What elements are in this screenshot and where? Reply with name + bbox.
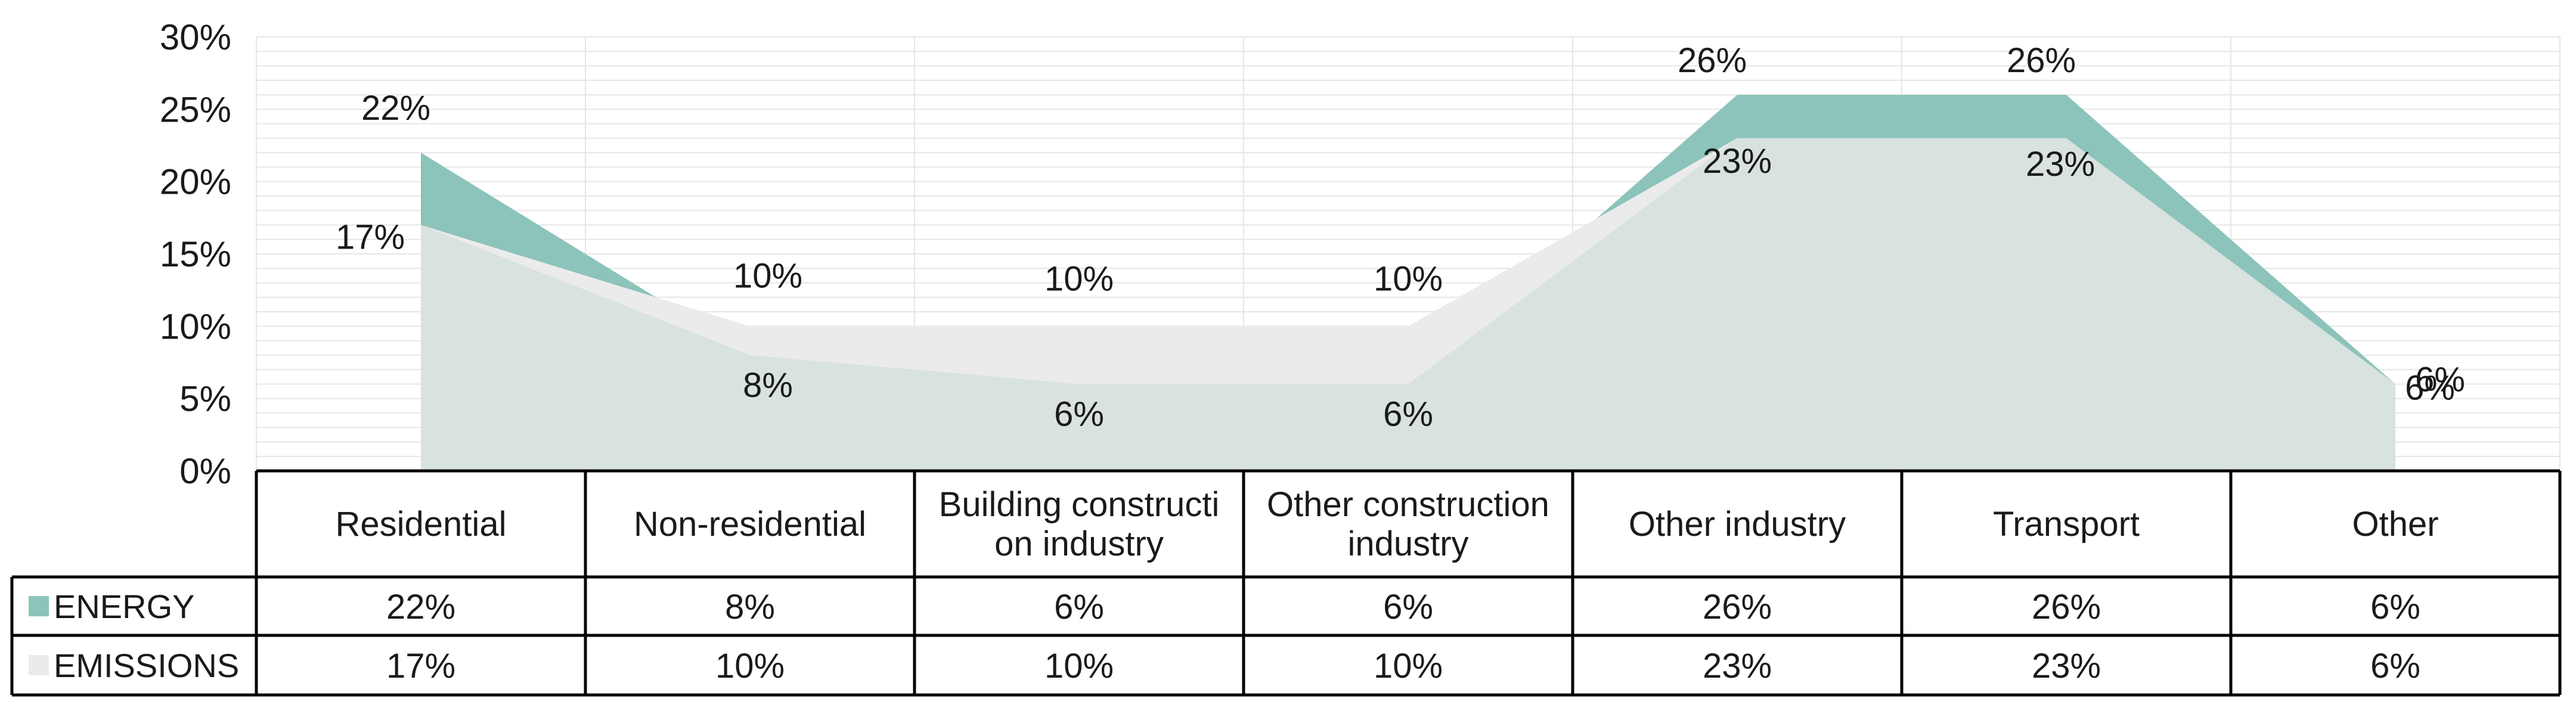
table-cell-value: 6%	[1383, 588, 1433, 626]
data-labels: 22%8%6% 6%26% 26%6%17%10% 10% 10%23% 23%6%	[336, 41, 2465, 433]
category-label: Building constructi	[939, 485, 1220, 524]
category-label: on industry	[994, 525, 1164, 563]
table-cell-value: 23%	[1703, 647, 1772, 685]
emissions-data-label: 10%	[733, 256, 802, 295]
overlap-area	[421, 138, 2395, 471]
table-cell-value: 6%	[2370, 588, 2420, 626]
plot-areas	[421, 95, 2395, 471]
category-label: Non-residential	[634, 505, 866, 544]
emissions-data-label: 23%	[2026, 145, 2095, 184]
y-tick-label: 15%	[160, 234, 231, 274]
table-cell-value: 10%	[1044, 647, 1114, 685]
y-tick-label: 30%	[160, 17, 231, 57]
category-label: Other	[2352, 505, 2438, 544]
table-cell-value: 8%	[725, 588, 775, 626]
legend-label: ENERGY	[54, 588, 195, 625]
energy-data-label: 22%	[361, 89, 430, 128]
y-tick-label: 20%	[160, 162, 231, 202]
category-label: Other construction	[1267, 485, 1549, 524]
table-cell-value: 10%	[1374, 647, 1443, 685]
table-cell-value: 22%	[386, 588, 455, 626]
table-cell-value: 23%	[2032, 647, 2101, 685]
category-label: Residential	[336, 505, 507, 544]
category-label: Other industry	[1629, 505, 1846, 544]
energy-data-label: 6%	[1383, 395, 1433, 433]
table-cell-value: 26%	[2032, 588, 2101, 626]
table-cell-value: 10%	[715, 647, 785, 685]
emissions-data-label: 17%	[336, 218, 405, 256]
y-tick-label: 25%	[160, 89, 231, 129]
category-label: Transport	[1993, 505, 2140, 544]
legend-label: EMISSIONS	[54, 647, 239, 684]
table-cell-value: 6%	[1054, 588, 1104, 626]
y-tick-label: 10%	[160, 306, 231, 346]
energy-data-label: 6%	[2405, 368, 2455, 407]
table-cell-value: 17%	[386, 647, 455, 685]
legend-swatch	[29, 596, 49, 616]
y-tick-label: 0%	[179, 451, 231, 491]
emissions-data-label: 23%	[1703, 142, 1772, 181]
emissions-data-label: 10%	[1374, 259, 1443, 298]
energy-data-label: 26%	[2007, 41, 2076, 80]
energy-data-label: 26%	[1678, 41, 1747, 80]
category-label: industry	[1347, 525, 1468, 563]
table-cell-value: 26%	[1703, 588, 1772, 626]
y-tick-label: 5%	[179, 379, 231, 419]
energy-data-label: 8%	[743, 366, 793, 405]
emissions-data-label: 6%	[2415, 360, 2465, 399]
table-cell-value: 6%	[2370, 647, 2420, 685]
legend-swatch	[29, 655, 49, 675]
emissions-data-label: 10%	[1044, 259, 1114, 298]
y-axis: 0% 5% 10% 15% 20% 25% 30%	[160, 17, 231, 491]
energy-data-label: 6%	[1054, 395, 1104, 433]
data-table: Residential Non-residential Building const…	[10, 469, 2562, 697]
